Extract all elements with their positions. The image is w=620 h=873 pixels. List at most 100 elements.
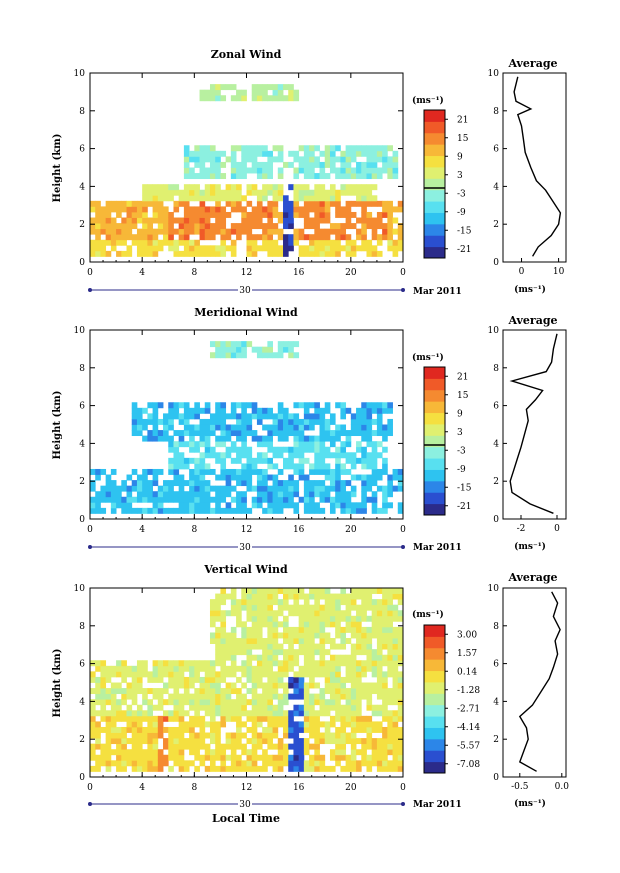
heatmap-cell [246,217,253,224]
heatmap-cell [382,150,388,157]
heatmap-cell [246,424,253,431]
heatmap-cell [209,228,216,235]
heatmap-cell [220,474,227,481]
heatmap-cell [230,593,237,600]
heatmap-cell [350,156,357,163]
heatmap-cell [225,491,232,498]
heatmap-cell [256,660,263,667]
heatmap-cell [246,250,253,257]
heatmap-cell [116,682,122,689]
heatmap-cell [319,754,326,761]
heatmap-cell [131,424,138,431]
heatmap-cell [283,615,289,622]
heatmap-cell [131,407,138,414]
heatmap-cell [204,682,211,689]
heatmap-cell [272,413,279,420]
x-tick-label: 4 [139,268,145,278]
heatmap-cell [314,632,320,639]
heatmap-cell [267,643,273,650]
heatmap-cell [361,485,367,492]
heatmap-cell [204,496,211,503]
heatmap-cell [303,721,310,728]
heatmap-cell [324,610,331,617]
heatmap-cell [361,604,367,611]
heatmap-cell [262,654,268,661]
heatmap-cell [178,228,185,235]
heatmap-cell [298,430,305,437]
heatmap-cell [105,721,112,728]
heatmap-cell [189,682,195,689]
meridional-ylabel: Height (km) [52,391,63,460]
heatmap-cell [387,721,393,728]
heatmap-cell [163,496,169,503]
heatmap-cell [246,632,253,639]
heatmap-cell [324,660,331,667]
heatmap-cell [361,682,367,689]
heatmap-cell [371,407,378,414]
heatmap-cell [283,649,289,656]
heatmap-cell [236,704,242,711]
heatmap-cell [376,615,383,622]
heatmap-cell [350,760,357,767]
heatmap-cell [314,710,320,717]
heatmap-cell [189,189,195,196]
heatmap-cell [152,424,159,431]
heatmap-cell [126,507,133,514]
heatmap-cell [199,150,206,157]
heatmap-cell [220,228,227,235]
heatmap-cell [236,507,242,514]
heatmap-cell [173,402,180,409]
heatmap-cell [303,485,310,492]
heatmap-cell [345,704,352,711]
heatmap-cell [319,435,326,442]
colorbar-label: 21 [457,115,468,125]
heatmap-cell [215,89,221,96]
heatmap-cell [314,463,320,470]
heatmap-cell [230,754,237,761]
heatmap-cell [335,710,341,717]
heatmap-cell [283,621,289,628]
heatmap-cell [335,682,341,689]
heatmap-cell [309,643,315,650]
heatmap-cell [288,430,294,437]
heatmap-cell [230,496,237,503]
heatmap-cell [283,721,289,728]
heatmap-cell [350,715,357,722]
heatmap-cell [215,457,221,464]
heatmap-cell [183,418,190,425]
heatmap-cell [356,704,362,711]
heatmap-cell [283,749,289,756]
heatmap-cell [147,743,153,750]
heatmap-cell [309,743,315,750]
heatmap-cell [314,749,320,756]
heatmap-cell [225,704,232,711]
heatmap-cell [236,688,242,695]
heatmap-cell [220,760,227,767]
heatmap-cell [90,676,96,683]
heatmap-cell [204,660,211,667]
heatmap-cell [230,341,237,348]
heatmap-cell [340,715,347,722]
heatmap-cell [366,604,373,611]
heatmap-cell [335,654,341,661]
heatmap-cell [236,738,242,745]
colorbar-swatch [424,212,445,225]
heatmap-cell [293,430,300,437]
heatmap-cell [95,738,101,745]
day-label-zonal: 30 [239,286,251,296]
heatmap-cell [194,704,200,711]
heatmap-cell [319,738,326,745]
heatmap-cell [298,245,305,252]
heatmap-cell [220,413,227,420]
heatmap-cell [95,474,101,481]
heatmap-cell [309,150,315,157]
heatmap-cell [95,234,101,241]
heatmap-cell [345,621,352,628]
heatmap-cell [209,715,216,722]
heatmap-cell [256,346,263,353]
heatmap-cell [168,507,174,514]
heatmap-cell [340,626,347,633]
heatmap-cell [215,424,221,431]
